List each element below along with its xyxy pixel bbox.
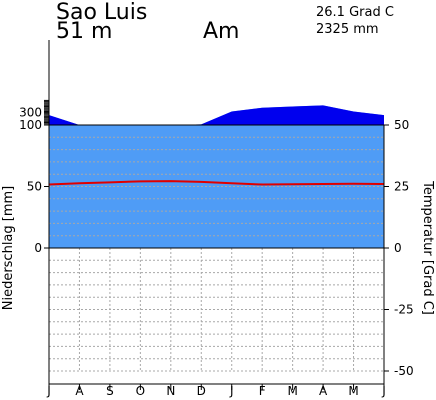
month-label: D xyxy=(197,384,206,398)
temp-tick-label: 50 xyxy=(394,118,409,132)
precip-tick-label: 100 xyxy=(19,118,42,132)
temperature-line xyxy=(48,180,385,186)
precip-axis-title: Niederschlag [mm] xyxy=(1,186,16,311)
temp-tick-label: 25 xyxy=(394,180,409,194)
temp-tick-label: 0 xyxy=(394,241,402,255)
station-altitude: 51 m xyxy=(56,19,113,44)
annual-precipitation: 2325 mm xyxy=(316,22,379,37)
month-label: S xyxy=(106,384,114,398)
climate-stats: 26.1 Grad C 2325 mm xyxy=(316,4,394,38)
month-label: J xyxy=(229,384,234,398)
temp-tick-label: -25 xyxy=(394,303,414,317)
humid-area xyxy=(49,105,384,248)
station-name: Sao Luis xyxy=(56,0,148,25)
month-label: M xyxy=(348,384,358,398)
month-label: J xyxy=(46,384,51,398)
month-label: M xyxy=(287,384,297,398)
month-label: O xyxy=(136,384,145,398)
climate-class: Am xyxy=(203,19,240,44)
precip-tick-label: 300 xyxy=(19,106,42,120)
temp-tick-label: -50 xyxy=(394,364,414,378)
month-label: J xyxy=(381,384,386,398)
month-label: A xyxy=(75,384,84,398)
temp-axis-title: Temperatur [Grad C] xyxy=(420,180,435,315)
mean-temperature: 26.1 Grad C xyxy=(316,5,394,20)
precip-tick-label: 50 xyxy=(27,180,42,194)
month-label: A xyxy=(319,384,328,398)
month-label: N xyxy=(166,384,175,398)
precip-tick-label: 0 xyxy=(34,241,42,255)
perhumid-area xyxy=(49,105,384,125)
month-label: F xyxy=(259,384,266,398)
